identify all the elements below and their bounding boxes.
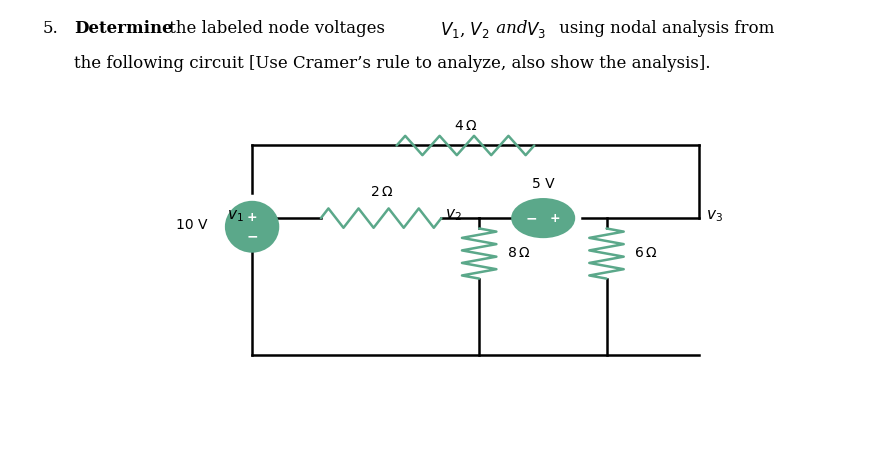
Ellipse shape [512, 199, 575, 237]
Text: +: + [550, 211, 560, 224]
Text: $v_2$: $v_2$ [445, 207, 462, 223]
Text: $v_3$: $v_3$ [706, 208, 723, 224]
Text: the labeled node voltages: the labeled node voltages [164, 20, 391, 37]
Text: +: + [247, 211, 258, 224]
Text: $2\,\Omega$: $2\,\Omega$ [370, 185, 393, 199]
Text: −: − [246, 229, 258, 243]
Text: and: and [491, 20, 533, 37]
Text: $V_1$, $V_2$: $V_1$, $V_2$ [440, 20, 490, 40]
Text: $4\,\Omega$: $4\,\Omega$ [454, 119, 477, 133]
Ellipse shape [226, 202, 278, 251]
Text: the following circuit [Use Cramer’s rule to analyze, also show the analysis].: the following circuit [Use Cramer’s rule… [74, 55, 710, 72]
Text: using nodal analysis from: using nodal analysis from [554, 20, 774, 37]
Text: Determine: Determine [74, 20, 172, 37]
Text: 5.: 5. [43, 20, 59, 37]
Text: $8\,\Omega$: $8\,\Omega$ [507, 246, 530, 260]
Text: 5 V: 5 V [532, 176, 554, 190]
Text: 10 V: 10 V [176, 218, 207, 232]
Text: $v_1$: $v_1$ [227, 208, 244, 224]
Text: −: − [526, 211, 537, 225]
Text: $V_3$: $V_3$ [526, 20, 545, 40]
Text: $6\,\Omega$: $6\,\Omega$ [634, 246, 657, 260]
